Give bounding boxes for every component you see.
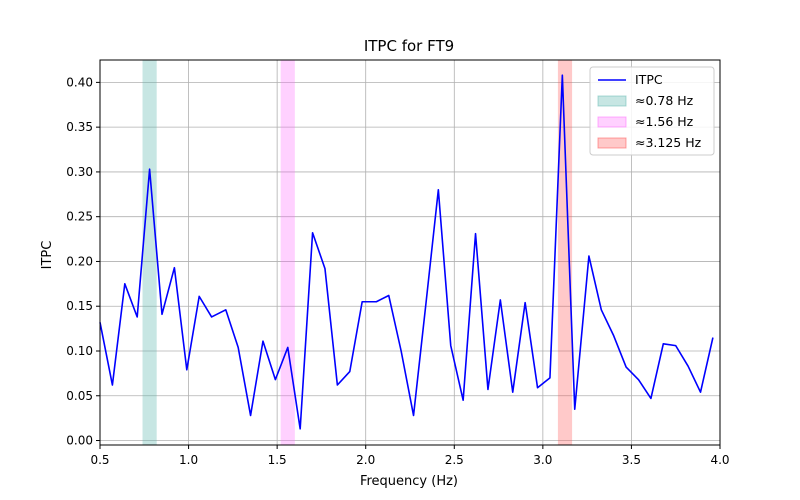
x-tick-label: 0.5	[90, 453, 109, 467]
y-tick-label: 0.40	[66, 75, 93, 89]
y-tick-label: 0.20	[66, 254, 93, 268]
legend-label-band-0: ≈0.78 Hz	[635, 93, 694, 108]
legend-label-itpc: ITPC	[635, 72, 663, 87]
x-tick-label: 1.5	[268, 453, 287, 467]
plot-area: 0.5 1.0 1.5 2.0 2.5 3.0 3.5 4.0 0.00 0.05 0.10 0.15…	[66, 59, 730, 467]
band-1	[280, 60, 295, 445]
y-axis-label: ITPC	[40, 241, 55, 270]
x-tick-label: 3.0	[533, 453, 552, 467]
y-tick-label: 0.30	[66, 165, 93, 179]
x-axis-label: Frequency (Hz)	[360, 474, 458, 489]
legend-box	[589, 66, 715, 156]
y-tick-label: 0.05	[66, 389, 93, 403]
y-tick-label: 0.35	[66, 120, 93, 134]
x-tick-label: 4.0	[710, 453, 729, 467]
y-tick-label: 0.10	[66, 344, 93, 358]
legend: ITPC ≈0.78 Hz ≈1.56 Hz ≈3.125 Hz	[589, 66, 715, 156]
legend-swatch-band-0	[597, 95, 627, 107]
y-tick-label: 0.00	[66, 434, 93, 448]
x-tick-label: 3.5	[622, 453, 641, 467]
legend-swatch-band-1	[597, 116, 627, 128]
band-0	[142, 60, 157, 445]
y-tick-label: 0.15	[66, 299, 93, 313]
y-tick-label: 0.25	[66, 210, 93, 224]
legend-label-band-2: ≈3.125 Hz	[635, 135, 702, 150]
x-tick-label: 2.5	[445, 453, 464, 467]
axes-frame	[99, 59, 721, 446]
legend-label-band-1: ≈1.56 Hz	[635, 114, 694, 129]
series-line-itpc	[99, 74, 714, 430]
band-2	[557, 60, 573, 445]
x-tick-label: 1.0	[179, 453, 198, 467]
chart-title: ITPC for FT9	[364, 37, 454, 55]
legend-swatch-band-2	[597, 137, 627, 149]
x-tick-label: 2.0	[356, 453, 375, 467]
